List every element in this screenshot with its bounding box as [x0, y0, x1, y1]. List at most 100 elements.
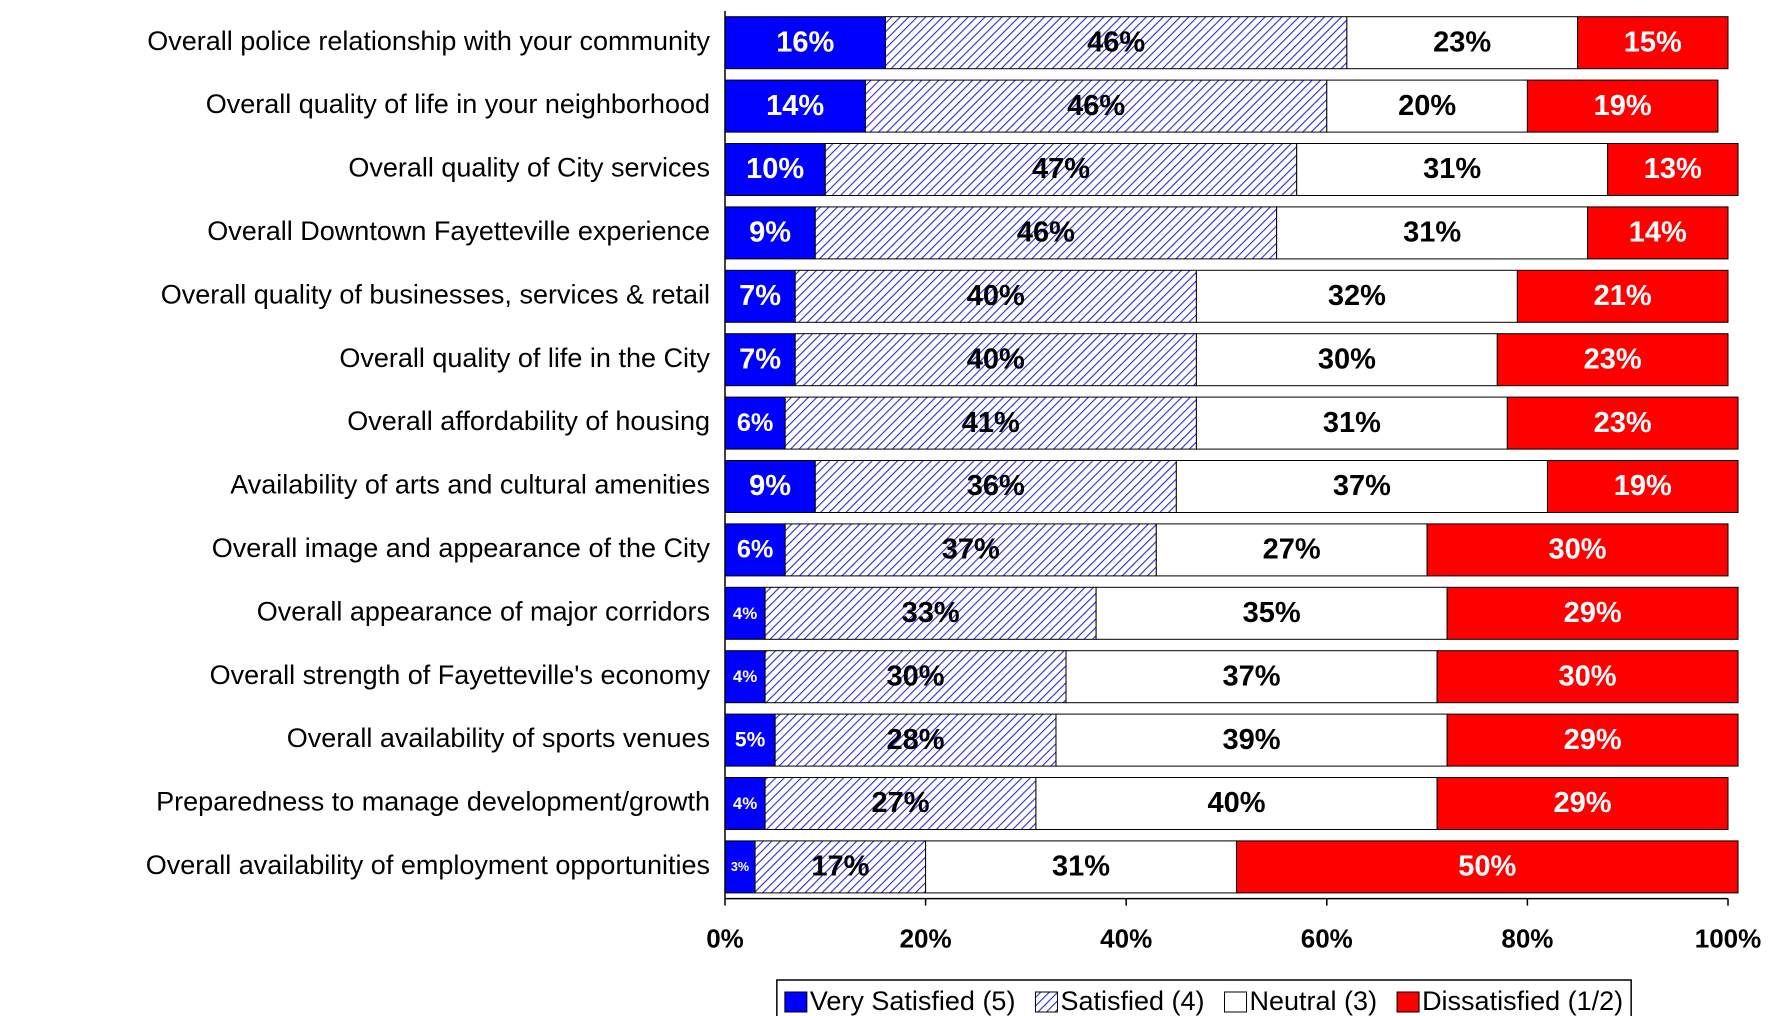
category-label: Overall quality of life in the City	[339, 343, 710, 373]
bar-segment	[724, 206, 816, 260]
value-label: 30%	[1549, 534, 1607, 566]
value-label: 28%	[887, 724, 945, 756]
category-label: Overall police relationship with your co…	[147, 26, 710, 56]
value-label: 23%	[1433, 26, 1491, 58]
bar-segment	[724, 79, 866, 133]
bar-segment	[1436, 650, 1739, 704]
category-label: Overall strength of Fayetteville's econo…	[210, 660, 711, 690]
value-label: 30%	[1559, 660, 1617, 692]
bar-segment	[1065, 650, 1438, 704]
value-label: 15%	[1624, 26, 1682, 58]
value-label: 6%	[737, 409, 774, 437]
bar-segment	[1035, 777, 1438, 830]
bar-segment	[754, 840, 927, 894]
value-label: 21%	[1594, 280, 1652, 312]
legend-box	[776, 979, 1632, 1016]
value-label: 27%	[872, 787, 930, 819]
value-label: 7%	[739, 280, 781, 312]
value-label: 10%	[746, 153, 804, 185]
value-label: 50%	[1458, 851, 1516, 883]
value-label: 14%	[1629, 217, 1687, 249]
bar-segment	[1587, 206, 1729, 260]
value-label: 31%	[1323, 407, 1381, 439]
category-label: Overall availability of employment oppor…	[146, 850, 710, 880]
bar-segment	[864, 79, 1328, 133]
legend-label: Satisfied (4)	[1060, 986, 1204, 1016]
value-label: 40%	[967, 343, 1025, 375]
bar-segment	[764, 650, 1067, 704]
bar-segment	[1607, 143, 1739, 196]
bar-segment	[1195, 396, 1508, 450]
bar-segment	[1436, 777, 1729, 830]
legend: Very Satisfied (5) Satisfied (4) Neutral (…	[776, 979, 1632, 1016]
category-label: Overall quality of life in your neighbor…	[206, 89, 710, 119]
value-label: 40%	[1208, 787, 1266, 819]
x-tick-label: 20%	[900, 923, 952, 953]
bar-segment	[1155, 523, 1428, 577]
value-label: 46%	[1087, 26, 1145, 58]
bar-segment	[1346, 16, 1579, 70]
value-label: 31%	[1052, 851, 1110, 883]
bar-segment	[824, 143, 1298, 196]
category-label: Availability of arts and cultural amenit…	[230, 470, 710, 500]
legend-label: Dissatisfied (1/2)	[1422, 986, 1623, 1016]
value-label: 17%	[811, 851, 869, 883]
bar-segment	[1055, 713, 1448, 767]
bar-segment	[724, 396, 786, 450]
value-label: 3%	[731, 860, 749, 874]
bar-segment	[1195, 333, 1498, 387]
bar-segment	[1276, 206, 1589, 260]
bar-segment	[1526, 79, 1719, 133]
bar-segment	[1506, 396, 1739, 450]
legend-swatch	[1034, 991, 1058, 1013]
value-label: 19%	[1594, 90, 1652, 122]
x-tick-label: 60%	[1301, 923, 1353, 953]
bar-segment	[1546, 460, 1739, 513]
value-label: 7%	[739, 343, 781, 375]
value-label: 30%	[1318, 343, 1376, 375]
value-label: 4%	[733, 667, 757, 686]
category-label: Overall appearance of major corridors	[257, 596, 710, 626]
value-label: 40%	[967, 280, 1025, 312]
category-label: Overall quality of City services	[348, 153, 710, 183]
value-label: 9%	[749, 470, 791, 502]
bar-segment	[724, 460, 816, 513]
bar-segment	[1175, 460, 1548, 513]
value-label: 27%	[1263, 534, 1321, 566]
bar-segment	[724, 713, 776, 767]
bar-segment	[724, 650, 766, 704]
x-tick-label: 0%	[706, 923, 744, 953]
category-label: Overall image and appearance of the City	[212, 533, 711, 563]
value-label: 31%	[1403, 217, 1461, 249]
bar-segment	[724, 777, 766, 830]
value-label: 29%	[1564, 724, 1622, 756]
bar-segment	[1496, 333, 1729, 387]
value-label: 37%	[1223, 660, 1281, 692]
bar-segment	[814, 206, 1278, 260]
value-label: 37%	[1333, 470, 1391, 502]
bar-segment	[764, 586, 1097, 640]
value-label: 36%	[967, 470, 1025, 502]
category-label: Overall quality of businesses, services …	[161, 279, 710, 309]
value-label: 14%	[766, 90, 824, 122]
bar-segment	[1516, 269, 1729, 323]
value-label: 46%	[1017, 217, 1075, 249]
bar-segment	[1195, 269, 1518, 323]
category-label: Overall affordability of housing	[347, 406, 710, 436]
value-label: 30%	[887, 660, 945, 692]
bar-segment	[1326, 79, 1528, 133]
value-label: 33%	[902, 597, 960, 629]
bar-segment	[1577, 16, 1729, 70]
bar-segment	[724, 16, 886, 70]
value-label: 23%	[1584, 343, 1642, 375]
legend-swatch	[784, 991, 808, 1013]
value-label: 4%	[733, 794, 757, 813]
bar-segment	[1446, 713, 1739, 767]
value-label: 5%	[735, 729, 766, 752]
legend-label: Very Satisfied (5)	[810, 986, 1016, 1016]
value-label: 29%	[1564, 597, 1622, 629]
value-label: 13%	[1644, 153, 1702, 185]
value-label: 16%	[776, 26, 834, 58]
value-label: 32%	[1328, 280, 1386, 312]
